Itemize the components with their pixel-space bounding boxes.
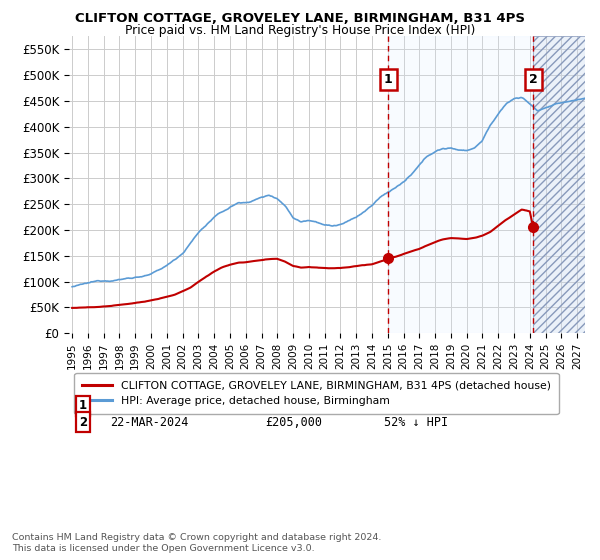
- Bar: [388, 36, 533, 333]
- Text: £145,000: £145,000: [265, 399, 322, 412]
- Text: £205,000: £205,000: [265, 416, 322, 429]
- Text: 1: 1: [79, 399, 87, 412]
- Text: 2: 2: [529, 73, 538, 86]
- Text: CLIFTON COTTAGE, GROVELEY LANE, BIRMINGHAM, B31 4PS: CLIFTON COTTAGE, GROVELEY LANE, BIRMINGH…: [75, 12, 525, 25]
- Text: 2: 2: [79, 416, 87, 429]
- Text: Contains HM Land Registry data © Crown copyright and database right 2024.
This d: Contains HM Land Registry data © Crown c…: [12, 533, 382, 553]
- Text: Price paid vs. HM Land Registry's House Price Index (HPI): Price paid vs. HM Land Registry's House …: [125, 24, 475, 37]
- Text: 46% ↓ HPI: 46% ↓ HPI: [384, 399, 448, 412]
- Text: 1: 1: [384, 73, 393, 86]
- Text: 22-MAR-2024: 22-MAR-2024: [110, 416, 188, 429]
- Bar: [533, 36, 585, 333]
- Bar: [533, 36, 585, 333]
- Text: 52% ↓ HPI: 52% ↓ HPI: [384, 416, 448, 429]
- Legend: CLIFTON COTTAGE, GROVELEY LANE, BIRMINGHAM, B31 4PS (detached house), HPI: Avera: CLIFTON COTTAGE, GROVELEY LANE, BIRMINGH…: [74, 373, 559, 414]
- Text: 16-JAN-2015: 16-JAN-2015: [110, 399, 188, 412]
